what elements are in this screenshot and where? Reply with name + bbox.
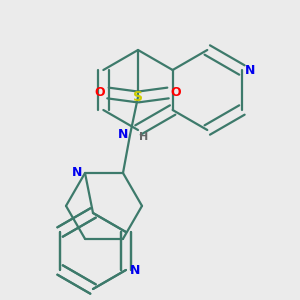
Text: N: N — [130, 263, 140, 277]
Text: H: H — [140, 132, 148, 142]
Text: N: N — [118, 128, 128, 142]
Text: O: O — [171, 85, 181, 98]
Text: O: O — [95, 85, 105, 98]
Text: N: N — [245, 64, 255, 76]
Text: N: N — [72, 166, 82, 178]
Text: S: S — [133, 90, 143, 104]
